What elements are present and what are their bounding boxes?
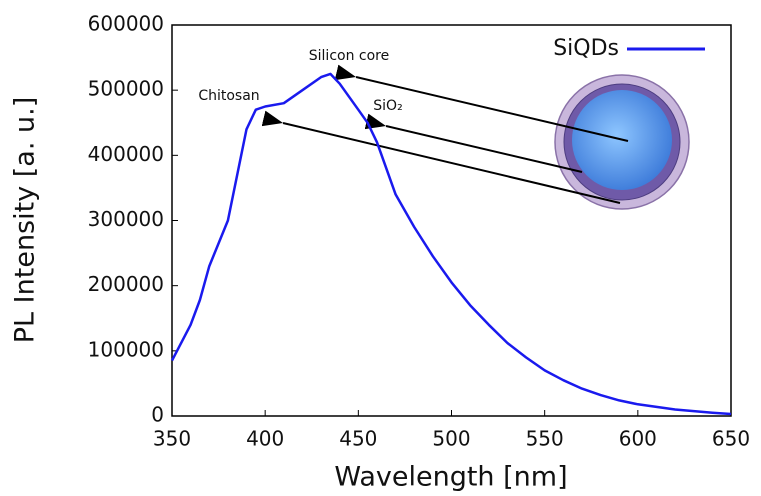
y-tick-label: 200000 <box>88 272 164 296</box>
y-tick-label: 600000 <box>88 12 164 36</box>
y-tick-label: 500000 <box>88 77 164 101</box>
x-tick-label: 600 <box>619 427 657 451</box>
y-tick-label: 100000 <box>88 337 164 361</box>
legend-label: SiQDs <box>553 36 619 61</box>
particle-sketch <box>261 64 690 210</box>
x-tick-label: 650 <box>712 427 750 451</box>
y-tick-label: 0 <box>151 403 164 427</box>
x-tick-label: 350 <box>153 427 191 451</box>
x-axis-title: Wavelength [nm] <box>334 462 567 493</box>
annotation: SiO₂ <box>373 98 402 114</box>
y-tick-label: 300000 <box>88 207 164 231</box>
y-tick-label: 400000 <box>88 142 164 166</box>
annotation: Chitosan <box>198 88 259 104</box>
x-tick-label: 550 <box>526 427 564 451</box>
y-axis-title: PL Intensity [a. u.] <box>10 97 41 343</box>
x-tick-label: 450 <box>339 427 377 451</box>
annotation: Silicon core <box>309 48 389 64</box>
data-line <box>170 72 732 416</box>
x-tick-label: 500 <box>432 427 470 451</box>
x-tick-label: 400 <box>246 427 284 451</box>
